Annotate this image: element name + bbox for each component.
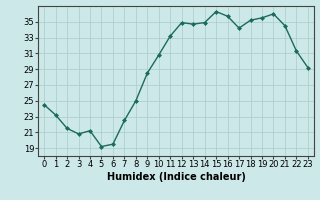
X-axis label: Humidex (Indice chaleur): Humidex (Indice chaleur) — [107, 172, 245, 182]
